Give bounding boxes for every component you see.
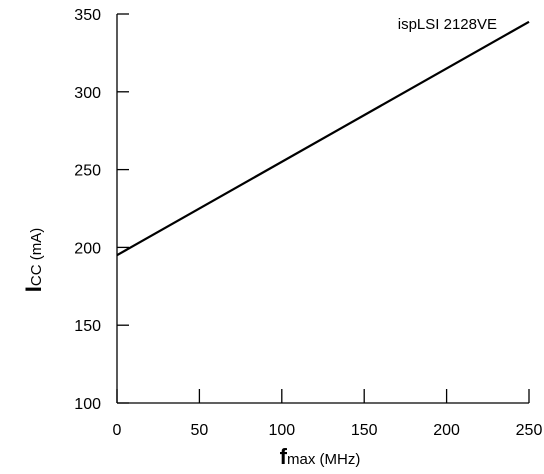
y-ticks: 100 150 200 250 300 350 [74,7,129,413]
axes [116,14,529,404]
x-axis-label-sub: max [287,451,316,468]
series [116,20,530,257]
x-axis-label: fmax (MHz) [280,444,361,469]
y-tick-label: 300 [74,85,101,102]
y-tick-label: 200 [74,240,101,257]
y-axis-label: ICC (mA) [21,228,46,292]
chart-annotation: ispLSI 2128VE [398,16,497,33]
x-tick-label: 0 [113,422,122,439]
x-axis-label-main: f [280,444,288,469]
x-tick-label: 200 [433,422,460,439]
x-tick-label: 100 [268,422,295,439]
y-axis-label-main: I [21,286,46,292]
series-line [116,20,530,257]
y-tick-label: 350 [74,7,101,24]
y-tick-label: 250 [74,163,101,180]
x-axis-label-unit: (MHz) [315,451,360,468]
y-axis-label-sub: CC [28,264,45,286]
y-tick-label: 150 [74,318,101,335]
y-tick-label: 100 [74,396,101,413]
x-ticks: 0 50 100 150 200 250 [113,389,543,439]
y-axis-label-unit: (mA) [28,228,45,265]
x-tick-label: 250 [516,422,543,439]
x-tick-label: 50 [191,422,209,439]
x-tick-label: 150 [351,422,378,439]
